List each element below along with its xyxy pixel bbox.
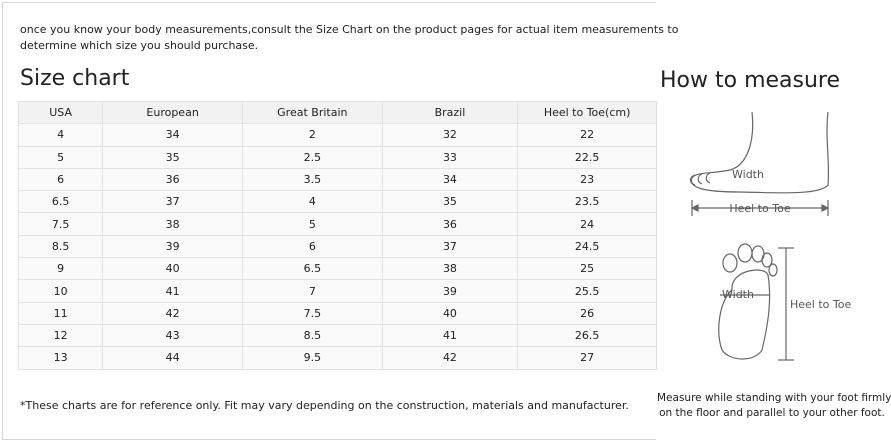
- table-cell: 5: [242, 212, 383, 236]
- table-cell: 24: [517, 212, 657, 236]
- caption-line: Measure while standing with your foot fi…: [657, 392, 891, 404]
- diagram-label: Width: [732, 168, 764, 181]
- table-cell: 26.5: [517, 323, 657, 348]
- table-cell: 11: [17, 301, 104, 325]
- table-row: 7.5 38 5 36 24: [17, 212, 657, 236]
- table-cell: 37: [381, 234, 519, 259]
- table-cell: 38: [381, 257, 519, 281]
- table-cell: 23: [517, 167, 657, 192]
- table-cell: 42: [381, 346, 519, 370]
- table-cell: 2: [242, 123, 383, 147]
- table-cell: 41: [381, 323, 519, 348]
- table-cell: 23.5: [517, 190, 657, 214]
- section-title: Size chart: [20, 66, 130, 91]
- table-cell: 40: [381, 301, 519, 325]
- table-row: 4 34 2 32 22: [17, 123, 657, 147]
- table-cell: USA: [17, 100, 104, 125]
- table-cell: Heel to Toe(cm): [517, 100, 657, 125]
- table-row: 12 43 8.5 41 26.5: [17, 323, 657, 348]
- table-cell: 4: [17, 123, 104, 147]
- table-cell: 37: [102, 190, 244, 214]
- table-cell: 9: [17, 257, 104, 281]
- diagram-label: Heel to Toe: [729, 202, 790, 215]
- size-table: USA European Great Britain Brazil Heel to To…: [17, 100, 657, 370]
- table-cell: 34: [381, 167, 519, 192]
- table-cell: 34: [102, 123, 244, 147]
- table-cell: Brazil: [381, 100, 519, 125]
- table-cell: 22.5: [517, 145, 657, 169]
- table-cell: 24.5: [517, 234, 657, 259]
- table-cell: 22: [517, 123, 657, 147]
- table-row: 5 35 2.5 33 22.5: [17, 145, 657, 169]
- table-cell: 7.5: [17, 212, 104, 236]
- caption: Measure while standing with your foot fi…: [657, 391, 891, 421]
- table-cell: 26: [517, 301, 657, 325]
- table-cell: 39: [102, 234, 244, 259]
- table-row: 6.5 37 4 35 23.5: [17, 190, 657, 214]
- diagram-label: Width: [722, 288, 754, 301]
- table-cell: 36: [381, 212, 519, 236]
- table-cell: 6.5: [17, 190, 104, 214]
- table-row: 11 42 7.5 40 26: [17, 301, 657, 325]
- table-cell: 7: [242, 279, 383, 303]
- table-cell: 43: [102, 323, 244, 348]
- table-cell: 44: [102, 346, 244, 370]
- size-panel: [2, 2, 656, 440]
- intro-line: determine which size you should purchase…: [20, 39, 259, 52]
- table-cell: 41: [102, 279, 244, 303]
- table-cell: 5: [17, 145, 104, 169]
- table-row: 9 40 6.5 38 25: [17, 257, 657, 281]
- table-row: 10 41 7 39 25.5: [17, 279, 657, 303]
- table-cell: 25: [517, 257, 657, 281]
- table-cell: 36: [102, 167, 244, 192]
- intro-line: once you know your body measurements,con…: [20, 23, 679, 36]
- table-row: 8.5 39 6 37 24.5: [17, 234, 657, 259]
- table-cell: 33: [381, 145, 519, 169]
- table-cell: Great Britain: [242, 100, 383, 125]
- section-title: How to measure: [660, 68, 841, 93]
- table-cell: 40: [102, 257, 244, 281]
- table-cell: 9.5: [242, 346, 383, 370]
- table-cell: 35: [381, 190, 519, 214]
- table-cell: 27: [517, 346, 657, 370]
- table-cell: 3.5: [242, 167, 383, 192]
- table-cell: 25.5: [517, 279, 657, 303]
- table-cell: 12: [17, 323, 104, 348]
- table-cell: 6.5: [242, 257, 383, 281]
- table-cell: 2.5: [242, 145, 383, 169]
- table-row: 6 36 3.5 34 23: [17, 167, 657, 192]
- table-cell: 35: [102, 145, 244, 169]
- table-cell: 32: [381, 123, 519, 147]
- header-row: USA European Great Britain Brazil Heel to To…: [17, 100, 657, 125]
- foot-diagram: Width Heel to Toe Width Heel to Toe: [689, 111, 851, 361]
- footnote: *These charts are for reference only. Fi…: [20, 399, 629, 412]
- table-cell: European: [102, 100, 244, 125]
- caption-line: on the floor and parallel to your other …: [659, 407, 885, 419]
- table-cell: 8.5: [17, 234, 104, 259]
- table-cell: 39: [381, 279, 519, 303]
- table-cell: 8.5: [242, 323, 383, 348]
- table-cell: 10: [17, 279, 104, 303]
- table-cell: 13: [17, 346, 104, 370]
- table-cell: 42: [102, 301, 244, 325]
- table-row: 13 44 9.5 42 27: [17, 346, 657, 370]
- table-cell: 7.5: [242, 301, 383, 325]
- diagram-label: Heel to Toe: [790, 298, 851, 311]
- table-cell: 4: [242, 190, 383, 214]
- table-cell: 6: [242, 234, 383, 259]
- table-cell: 6: [17, 167, 104, 192]
- table-cell: 38: [102, 212, 244, 236]
